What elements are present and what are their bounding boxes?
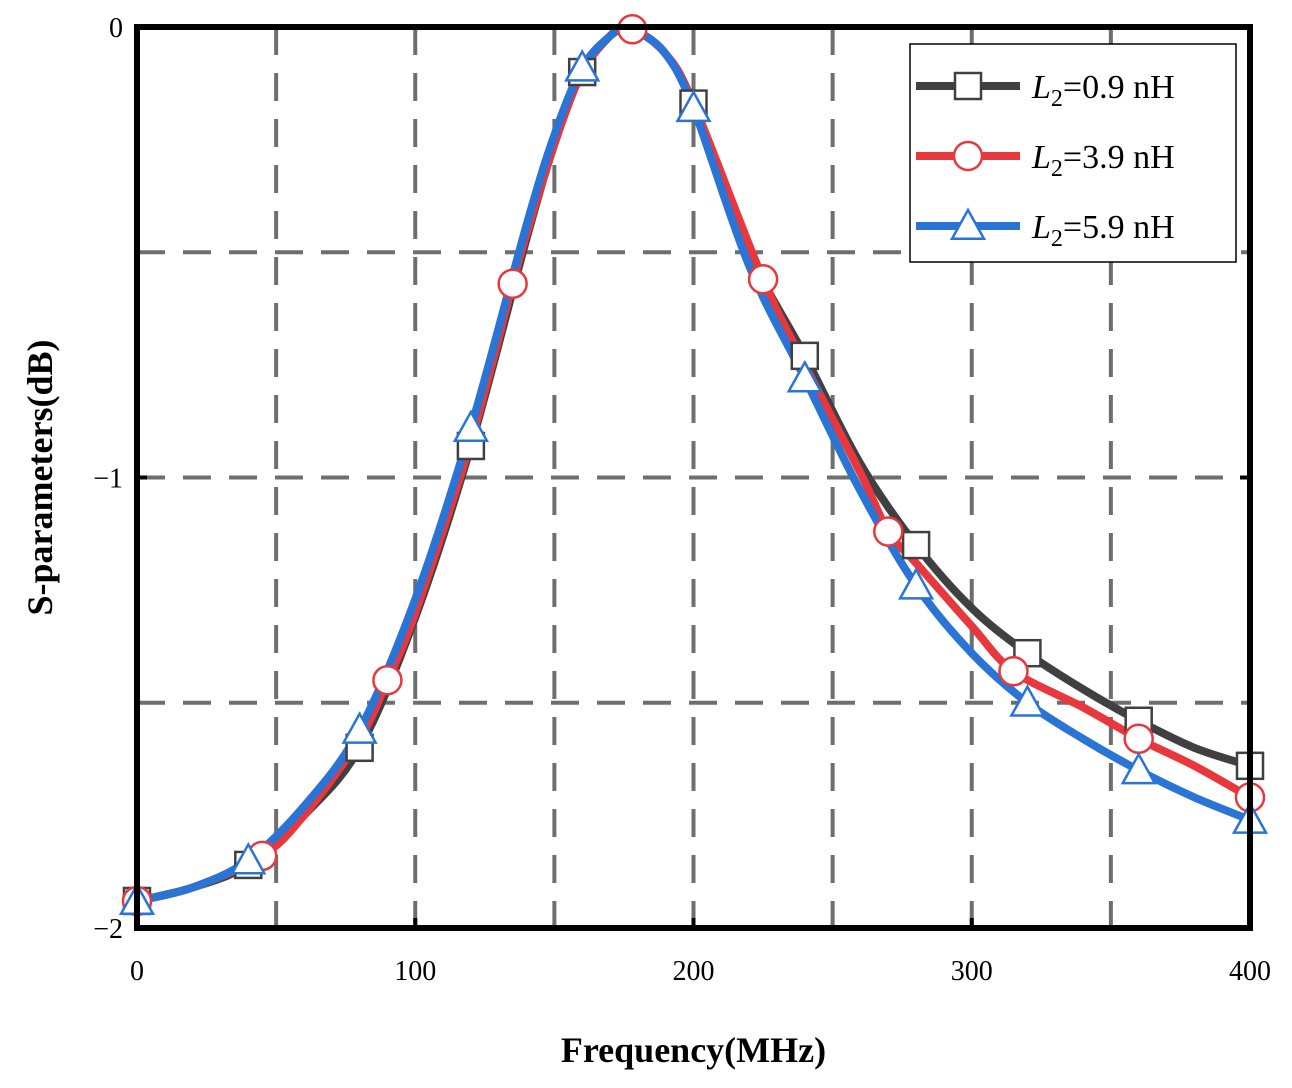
y-tick-label: 0 (109, 13, 123, 44)
legend-label-1: L2=0.9 nH (1031, 69, 1175, 112)
data-point-2 (372, 664, 403, 696)
y-tick-label: −1 (93, 464, 123, 495)
x-axis-title: Frequency(MHz) (561, 1030, 826, 1070)
legend-label-2: L2=3.9 nH (1031, 139, 1175, 182)
data-point-3 (675, 89, 712, 123)
data-point-3 (452, 409, 490, 442)
data-point-2 (873, 516, 904, 547)
grid-lines (137, 27, 1250, 928)
legend: L2=0.9 nH L2=3.9 nH L2=5.9 nH (909, 43, 1237, 263)
series-markers (118, 14, 1269, 917)
data-point-2 (1123, 723, 1154, 755)
legend-label-3: L2=5.9 nH (1031, 209, 1175, 252)
x-tick-label: 200 (673, 956, 715, 987)
data-point-3 (564, 48, 601, 82)
data-point-3 (230, 841, 267, 875)
x-tick-label: 0 (130, 956, 144, 987)
x-tick-label: 400 (1229, 956, 1271, 987)
data-point-3 (786, 359, 823, 393)
data-point-1 (790, 341, 820, 371)
data-point-3 (341, 711, 378, 744)
y-tick-label: −2 (93, 914, 123, 945)
y-axis-title: S-parameters(dB) (20, 340, 60, 616)
data-point-3 (897, 567, 935, 600)
legend-marker-3 (949, 207, 987, 241)
data-point-3 (1120, 751, 1157, 785)
data-point-2 (998, 655, 1029, 687)
data-point-3 (1009, 684, 1046, 717)
legend-marker-1 (953, 71, 983, 101)
x-tick-label: 100 (394, 956, 436, 987)
data-point-1 (901, 530, 931, 560)
axis-ticks: 0 100 200 300 400 −2 −1 0 (93, 13, 1271, 987)
x-tick-label: 300 (951, 956, 993, 987)
legend-marker-2 (952, 140, 984, 172)
data-point-2 (497, 268, 528, 300)
data-point-2 (747, 264, 779, 295)
